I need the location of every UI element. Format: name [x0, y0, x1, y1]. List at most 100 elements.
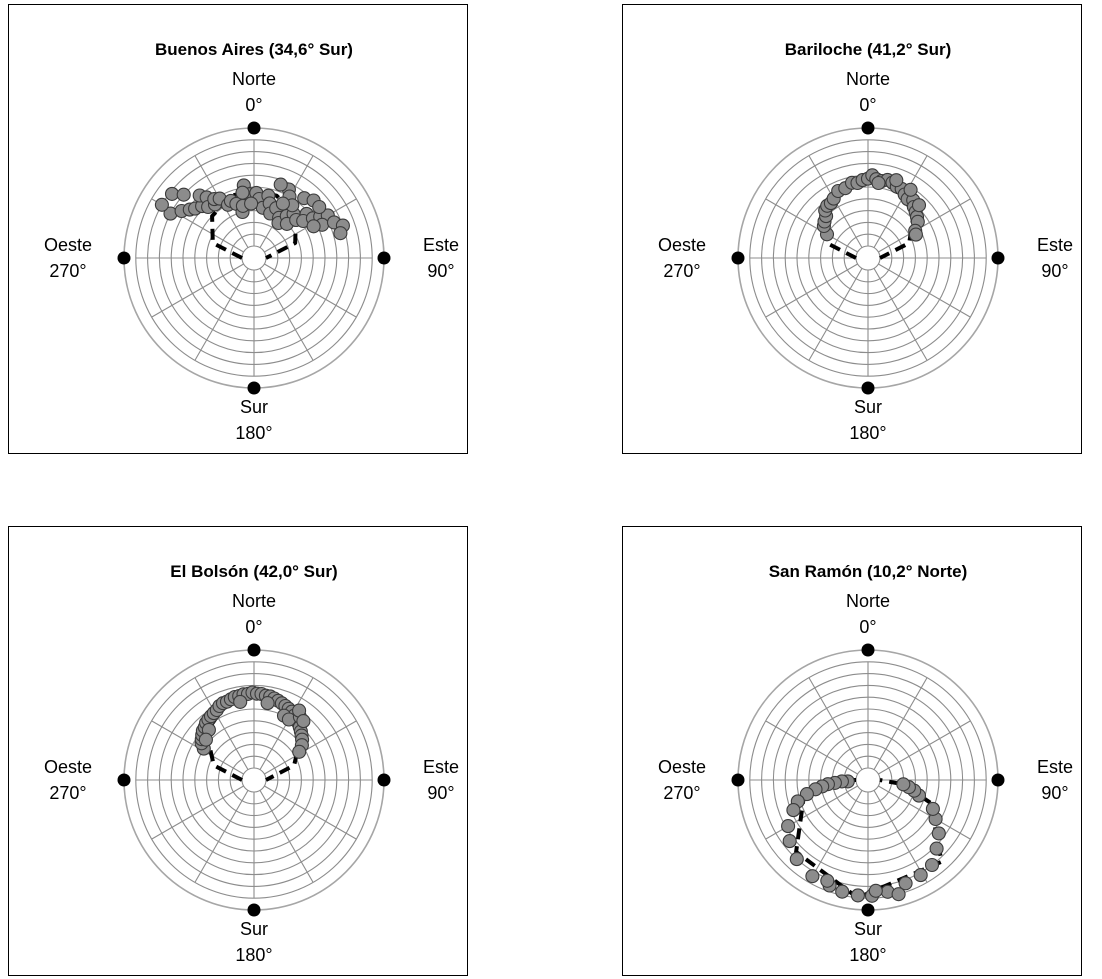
grid-ring	[241, 245, 267, 271]
grid-spoke	[765, 198, 858, 253]
grid-spoke	[878, 720, 971, 775]
north-label: Norte	[846, 591, 890, 611]
polar-chart: El Bolsón (42,0° Sur) Norte 0° Sur 180° Oeste…	[44, 562, 459, 965]
south-marker	[247, 903, 261, 917]
data-point	[820, 873, 835, 888]
grid-spoke	[765, 720, 858, 775]
grid-spoke	[873, 790, 928, 883]
grid-ring	[855, 767, 881, 793]
west-degree-label: 270°	[49, 261, 86, 281]
data-point	[908, 227, 923, 242]
north-marker	[861, 121, 875, 135]
data-point	[924, 857, 940, 873]
data-point	[244, 196, 259, 211]
east-marker	[377, 773, 391, 787]
data-point	[805, 869, 820, 884]
grid-spoke	[194, 790, 249, 883]
grid-spoke	[194, 268, 249, 361]
data-point	[835, 884, 850, 899]
data-point	[154, 197, 169, 212]
data-point	[898, 876, 913, 891]
chart-title: San Ramón (10,2° Norte)	[769, 562, 968, 581]
grid-spoke	[151, 263, 244, 318]
grid-spoke	[873, 155, 928, 248]
west-label: Oeste	[44, 235, 92, 255]
data-point	[911, 198, 927, 213]
north-degree-label: 0°	[245, 617, 262, 637]
polar-chart-panel: El Bolsón (42,0° Sur) Norte 0° Sur 180° Oeste…	[8, 526, 468, 976]
polar-grid	[737, 127, 999, 389]
polar-chart: Bariloche (41,2° Sur) Norte 0° Sur 180° Oeste…	[658, 40, 1073, 443]
south-marker	[861, 381, 875, 395]
polar-grid	[123, 127, 385, 389]
grid-spoke	[194, 677, 249, 770]
data-point	[799, 787, 814, 802]
east-marker	[991, 773, 1005, 787]
north-degree-label: 0°	[245, 95, 262, 115]
data-point	[931, 826, 946, 841]
data-point	[333, 226, 348, 241]
west-marker	[731, 773, 745, 787]
data-point	[925, 801, 940, 816]
east-marker	[991, 251, 1005, 265]
north-degree-label: 0°	[859, 95, 876, 115]
chart-title: Buenos Aires (34,6° Sur)	[155, 40, 353, 59]
south-label: Sur	[240, 397, 268, 417]
east-degree-label: 90°	[1041, 783, 1068, 803]
data-point	[871, 175, 886, 191]
north-marker	[861, 643, 875, 657]
grid-spoke	[808, 268, 863, 361]
south-label: Sur	[854, 919, 882, 939]
chart-title: El Bolsón (42,0° Sur)	[170, 562, 337, 581]
data-points	[154, 177, 350, 241]
west-label: Oeste	[658, 757, 706, 777]
data-point	[292, 744, 307, 759]
data-point	[929, 841, 944, 856]
east-label: Este	[1037, 757, 1073, 777]
polar-grid	[737, 649, 999, 911]
data-point	[868, 883, 883, 898]
data-point	[176, 187, 191, 202]
data-point	[789, 852, 804, 867]
polar-chart-panel: Bariloche (41,2° Sur) Norte 0° Sur 180° Oeste…	[622, 4, 1082, 454]
south-degree-label: 180°	[849, 945, 886, 965]
data-point	[903, 182, 918, 197]
data-point	[306, 219, 321, 234]
data-points	[781, 774, 946, 903]
grid-ring	[241, 767, 267, 793]
grid-spoke	[878, 263, 971, 318]
polar-chart: Buenos Aires (34,6° Sur) Norte 0° Sur 180° Oe…	[44, 40, 459, 443]
east-label: Este	[423, 235, 459, 255]
north-label: Norte	[846, 69, 890, 89]
grid-spoke	[264, 263, 357, 318]
data-point	[273, 177, 288, 192]
data-point	[786, 803, 801, 818]
data-point	[198, 732, 213, 747]
east-label: Este	[1037, 235, 1073, 255]
data-point	[260, 696, 275, 711]
south-degree-label: 180°	[235, 423, 272, 443]
west-label: Oeste	[658, 235, 706, 255]
grid-spoke	[264, 785, 357, 840]
grid-spoke	[878, 198, 971, 253]
data-point	[896, 777, 911, 792]
data-point	[312, 199, 327, 215]
data-point	[891, 887, 906, 902]
data-point	[782, 834, 797, 849]
west-label: Oeste	[44, 757, 92, 777]
south-marker	[247, 381, 261, 395]
data-point	[913, 868, 928, 883]
south-label: Sur	[854, 397, 882, 417]
south-degree-label: 180°	[235, 945, 272, 965]
west-degree-label: 270°	[49, 783, 86, 803]
east-degree-label: 90°	[1041, 261, 1068, 281]
north-marker	[247, 643, 261, 657]
east-marker	[377, 251, 391, 265]
grid-spoke	[808, 790, 863, 883]
grid-spoke	[151, 785, 244, 840]
data-point	[235, 185, 250, 200]
grid-spoke	[259, 790, 314, 883]
west-degree-label: 270°	[663, 783, 700, 803]
grid-spoke	[873, 677, 928, 770]
polar-chart: San Ramón (10,2° Norte) Norte 0° Sur 180° Oes…	[658, 562, 1073, 965]
